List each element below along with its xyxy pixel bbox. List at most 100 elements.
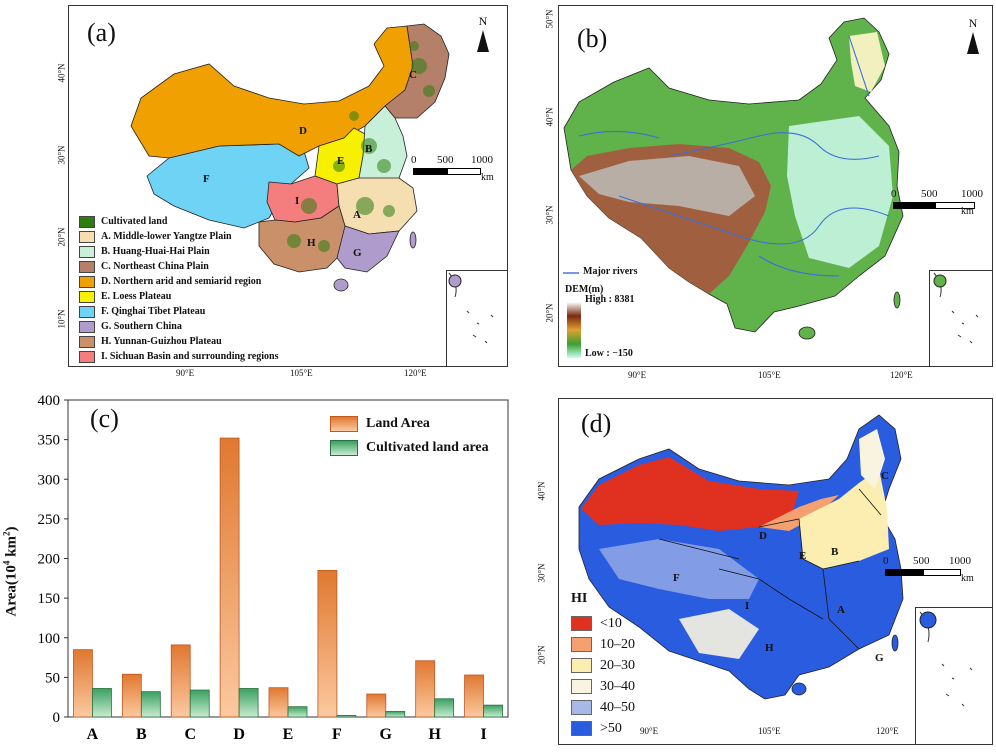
hi-legend: HI <10 10–20 20–30 30–40 40–50 >50 <box>571 591 635 739</box>
ylabel-sup2: 2 <box>1 531 12 537</box>
lon-tick: 90°E <box>628 370 647 380</box>
region-letter-e: E <box>799 550 806 562</box>
lon-tick: 120°E <box>876 726 899 736</box>
legend-label: E. Loess Plateau <box>101 291 172 302</box>
ylabel-close: ) <box>3 526 20 532</box>
lon-tick: 90°E <box>176 368 195 378</box>
region-a-shape <box>336 177 418 235</box>
y-tick-label: 0 <box>53 710 61 726</box>
lat-tick: 20°N <box>56 227 67 247</box>
legend-label: 10–20 <box>600 636 635 652</box>
scale-unit: km <box>481 172 494 183</box>
y-axis-title: Area(104 km2) <box>1 527 20 617</box>
panel-a-region-map: A B C D E F G H I (a) N 0 500 1000 km Cu… <box>68 5 508 367</box>
legend-label: H. Yunnan-Guizhou Plateau <box>101 336 222 347</box>
legend-a: Cultivated land A. Middle-lower Yangtze … <box>79 214 278 364</box>
scale-tick-0: 0 <box>891 188 897 200</box>
region-letter-c: C <box>409 69 417 81</box>
region-b-shape <box>358 105 408 187</box>
y-tick-label: 400 <box>38 393 61 409</box>
bar-cultivated-area <box>189 689 210 718</box>
bar-land-area <box>415 660 436 718</box>
legend-item: Cultivated land area <box>330 436 489 460</box>
scale-tick-1000: 1000 <box>471 154 493 166</box>
bar-land-area <box>121 673 142 718</box>
panel-b-dem-map: (b) N 0 500 1000 km Major rivers DEM(m) … <box>558 5 993 367</box>
region-letter-f: F <box>673 572 680 584</box>
legend-item: A. Middle-lower Yangtze Plain <box>79 229 278 244</box>
dem-colorbar <box>567 302 581 358</box>
lon-tick: 105°E <box>758 370 781 380</box>
legend-label: Land Area <box>366 416 430 431</box>
y-tick-label: 350 <box>38 433 61 449</box>
region-letter-b: B <box>365 143 373 155</box>
scale-tick-1000: 1000 <box>949 555 971 567</box>
scale-tick-0: 0 <box>411 154 417 166</box>
major-rivers <box>578 35 890 277</box>
chart-legend: Land Area Cultivated land area <box>330 412 489 460</box>
y-tick-label: 300 <box>38 472 61 488</box>
hi-cream-zone-2 <box>679 609 759 659</box>
y-tick-label: 250 <box>38 512 61 528</box>
region-map-svg: A B C D E F G H I <box>130 23 450 292</box>
lat-tick: 10°N <box>56 309 67 329</box>
y-tick-label: 150 <box>38 591 61 607</box>
x-tick-label: G <box>380 726 393 743</box>
north-arrow-icon <box>967 32 979 54</box>
lat-tick: 40°N <box>544 107 555 127</box>
region-letter-i: I <box>745 600 749 612</box>
bar-cultivated-area <box>434 698 455 718</box>
hi-orange-zone <box>759 495 839 531</box>
region-letter-h: H <box>765 642 774 654</box>
scalebar-a: 0 500 1000 km <box>411 154 494 183</box>
rivers-legend-label: Major rivers <box>583 266 638 277</box>
lat-tick: 30°N <box>536 563 547 583</box>
bar-chart-svg: 0 50 100 150 200 250 300 350 400 A B C D E F G H I <box>38 393 509 743</box>
x-tick-label: B <box>136 726 147 743</box>
lon-tick: 120°E <box>404 368 427 378</box>
region-g-shape <box>336 225 400 273</box>
north-letter: N <box>968 16 978 30</box>
hainan-island <box>791 682 807 696</box>
legend-label: G. Southern China <box>101 321 182 332</box>
legend-item: C. Northeast China Plain <box>79 259 278 274</box>
legend-item: 30–40 <box>571 676 635 697</box>
legend-item: D. Northern arid and semiarid region <box>79 274 278 289</box>
x-tick-label: F <box>332 726 342 743</box>
hi-map-svg: A B C D E F G H I <box>578 414 904 700</box>
northeast-lowlands-shape <box>849 32 885 92</box>
hi-cream-zone <box>859 429 885 489</box>
hainan-island <box>798 326 816 340</box>
lat-tick: 20°N <box>536 645 547 665</box>
legend-item: F. Qinghai Tibet Plateau <box>79 304 278 319</box>
legend-label: <10 <box>600 615 622 631</box>
north-arrow-b: N <box>963 16 983 54</box>
dem-title: DEM(m) <box>565 284 604 295</box>
south-china-sea-inset-d <box>915 607 992 744</box>
region-letter-g: G <box>875 652 884 664</box>
region-boundaries <box>658 488 882 650</box>
ylabel-unit: km <box>3 536 20 561</box>
region-letter-g: G <box>353 247 362 259</box>
scale-unit: km <box>961 206 974 217</box>
bar-land-area <box>73 649 93 718</box>
scale-tick-500: 500 <box>921 188 938 200</box>
taiwan-island <box>893 291 901 309</box>
legend-label: C. Northeast China Plain <box>101 261 209 272</box>
scale-tick-500: 500 <box>437 154 454 166</box>
bar-cultivated-area <box>385 711 406 718</box>
bar-cultivated-area <box>287 706 308 718</box>
x-tick-label: D <box>233 726 245 743</box>
hi-red-zone <box>581 457 799 531</box>
legend-item: <10 <box>571 613 635 634</box>
north-letter: N <box>478 14 488 28</box>
bar-cultivated-area <box>140 691 161 718</box>
dem-low-label: Low : −150 <box>585 348 633 359</box>
eastern-lowlands-shape <box>787 116 893 268</box>
legend-label: Cultivated land area <box>366 440 489 455</box>
scale-tick-500: 500 <box>913 555 930 567</box>
legend-item: H. Yunnan-Guizhou Plateau <box>79 334 278 349</box>
lat-tick: 30°N <box>544 205 555 225</box>
ylabel-sup: 4 <box>1 560 12 566</box>
scale-tick-0: 0 <box>883 555 889 567</box>
